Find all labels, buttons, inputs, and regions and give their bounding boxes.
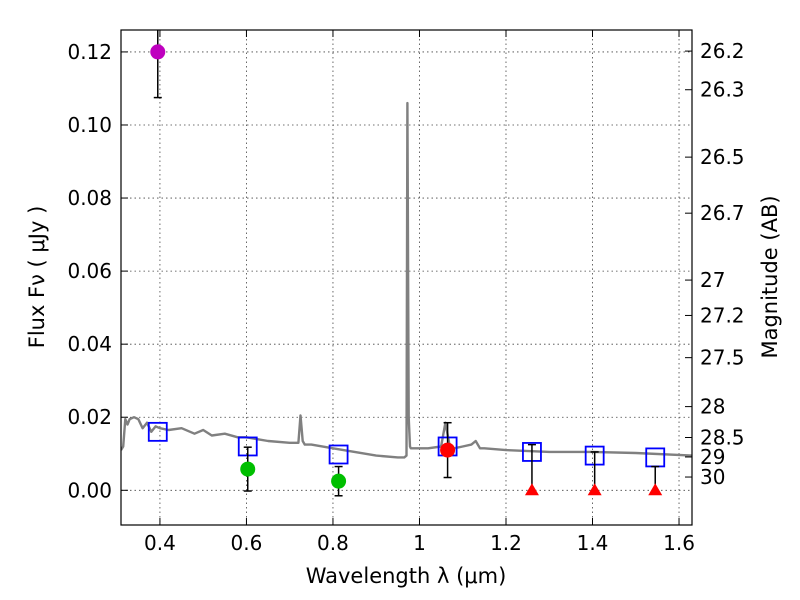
data-point (440, 442, 456, 458)
y-axis-title: Flux Fν ( μJy ) (25, 206, 49, 349)
x-tick-label: 0.4 (144, 531, 176, 555)
plot-area (121, 30, 692, 497)
right-axis-tick-label: 26.3 (700, 78, 745, 102)
y-tick-label: 0.12 (67, 40, 112, 64)
right-axis-tick-label: 28.5 (700, 425, 745, 449)
model-point (147, 421, 168, 442)
right-axis-title: Magnitude (AB) (758, 195, 782, 358)
right-axis-tick-label: 28 (700, 395, 725, 419)
grid (121, 30, 692, 525)
y-tick-label: 0.06 (67, 259, 112, 283)
x-tick-label: 1.2 (490, 531, 522, 555)
plot-frame (120, 29, 693, 526)
x-axis-title: Wavelength λ (μm) (306, 564, 507, 588)
x-tick-label: 1 (413, 531, 426, 555)
data-point (240, 461, 256, 477)
spectrum-line (121, 101, 692, 459)
right-axis-tick-label: 26.2 (700, 39, 745, 63)
y-tick-label: 0.00 (67, 478, 112, 502)
upper-limit-marker (524, 483, 539, 496)
data-point (331, 473, 347, 489)
right-axis-tick-label: 29 (700, 445, 725, 469)
y-tick-label: 0.04 (67, 332, 112, 356)
y-tick-label: 0.08 (67, 186, 112, 210)
upper-limit-marker (587, 483, 602, 496)
right-axis-tick-label: 26.5 (700, 145, 745, 169)
x-tick-label: 1.6 (663, 531, 695, 555)
axis-ticks: 0.4 0.6 0.8 1 1.2 1.4 1.6 0.00 0.02 0.04 0.06 0.08 0… (67, 30, 745, 555)
right-axis-tick-label: 26.7 (700, 201, 745, 225)
x-tick-label: 1.4 (577, 531, 609, 555)
y-tick-label: 0.02 (67, 405, 112, 429)
x-tick-label: 0.6 (231, 531, 263, 555)
right-axis-tick-label: 30 (700, 465, 725, 489)
model-point (328, 444, 349, 465)
right-axis-tick-label: 27.2 (700, 303, 745, 327)
upper-limit-marker (648, 483, 663, 496)
right-axis-tick-label: 27.5 (700, 346, 745, 370)
y-tick-label: 0.10 (67, 113, 112, 137)
right-axis-tick-label: 27 (700, 268, 725, 292)
x-tick-label: 0.8 (317, 531, 349, 555)
data-point (150, 44, 166, 60)
